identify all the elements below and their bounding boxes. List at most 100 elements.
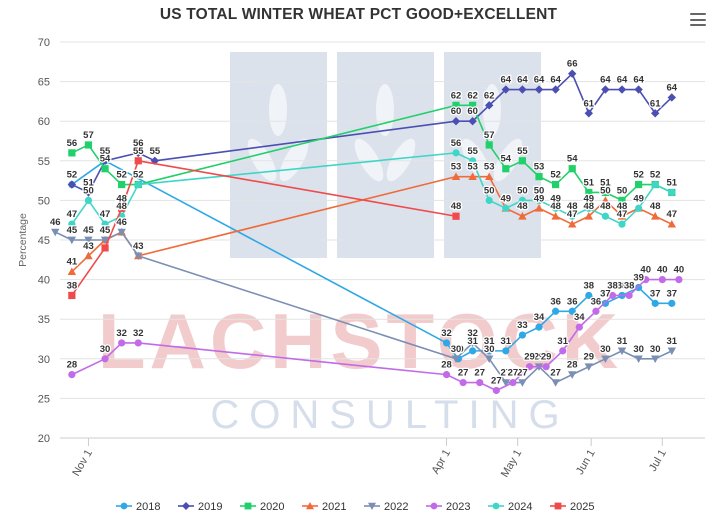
legend-item-2023[interactable]: 2023 bbox=[426, 501, 470, 513]
data-label: 48 bbox=[600, 201, 611, 212]
data-point bbox=[452, 212, 460, 220]
data-label: 37 bbox=[667, 288, 678, 299]
data-label: 48 bbox=[617, 201, 628, 212]
data-label: 47 bbox=[617, 209, 628, 220]
data-label: 52 bbox=[116, 170, 127, 181]
data-point bbox=[651, 180, 659, 189]
data-label: 55 bbox=[133, 146, 144, 157]
data-point bbox=[584, 212, 594, 220]
data-label: 36 bbox=[550, 296, 561, 307]
data-label: 36 bbox=[591, 296, 602, 307]
data-point bbox=[485, 347, 493, 355]
data-label: 43 bbox=[133, 241, 144, 252]
data-label: 38 bbox=[617, 280, 628, 291]
data-label: 52 bbox=[133, 170, 144, 181]
data-label: 38 bbox=[67, 280, 78, 291]
data-point bbox=[668, 299, 676, 307]
legend-item-2020[interactable]: 2020 bbox=[240, 501, 284, 513]
data-label: 60 bbox=[451, 106, 462, 117]
hamburger-menu-icon[interactable] bbox=[690, 13, 706, 27]
series-2018 bbox=[68, 157, 676, 363]
data-point bbox=[667, 219, 677, 228]
data-point bbox=[617, 85, 627, 94]
data-point bbox=[67, 180, 77, 189]
data-label: 34 bbox=[574, 312, 585, 323]
data-point bbox=[134, 339, 142, 347]
data-point bbox=[551, 379, 560, 387]
legend-item-2021[interactable]: 2021 bbox=[302, 501, 346, 513]
data-label: 50 bbox=[83, 185, 94, 196]
y-tick-label: 50 bbox=[38, 195, 50, 207]
data-label: 46 bbox=[116, 217, 127, 228]
data-label: 46 bbox=[116, 217, 127, 228]
data-label: 30 bbox=[484, 344, 495, 355]
data-label: 45 bbox=[67, 225, 78, 236]
data-point bbox=[118, 339, 126, 347]
data-point bbox=[485, 172, 494, 180]
data-label: 40 bbox=[674, 265, 685, 276]
data-point bbox=[459, 378, 467, 387]
data-point bbox=[608, 291, 617, 300]
x-tick-label: Nov 1 bbox=[70, 448, 95, 479]
data-point bbox=[585, 291, 593, 300]
data-label: 27 bbox=[501, 368, 512, 379]
data-point bbox=[518, 379, 527, 387]
data-point bbox=[518, 331, 527, 339]
data-point bbox=[535, 196, 543, 204]
legend-item-2024[interactable]: 2024 bbox=[488, 501, 532, 513]
legend-marker bbox=[244, 502, 252, 510]
y-tick-label: 60 bbox=[38, 116, 50, 128]
data-point bbox=[568, 307, 576, 315]
watermark-line1: LACHSTOCK bbox=[98, 297, 622, 385]
data-label: 28 bbox=[567, 360, 578, 371]
legend-marker bbox=[182, 502, 190, 510]
data-label: 50 bbox=[484, 185, 495, 196]
data-point bbox=[635, 180, 643, 189]
x-tick-label: May 1 bbox=[499, 448, 524, 480]
series-2023 bbox=[68, 276, 683, 395]
data-point bbox=[451, 117, 461, 126]
data-label: 39 bbox=[633, 273, 644, 284]
data-point bbox=[534, 85, 544, 94]
data-point bbox=[601, 355, 610, 363]
data-label: 33 bbox=[517, 320, 528, 331]
data-label: 31 bbox=[501, 336, 512, 347]
legend-label: 2020 bbox=[260, 501, 284, 513]
data-point bbox=[101, 244, 109, 252]
data-point bbox=[84, 196, 93, 204]
data-point bbox=[658, 276, 666, 284]
legend-item-2022[interactable]: 2022 bbox=[364, 501, 408, 513]
data-label: 64 bbox=[667, 82, 678, 93]
data-point bbox=[634, 85, 643, 94]
legend-item-2025[interactable]: 2025 bbox=[550, 501, 594, 513]
data-point bbox=[601, 212, 610, 220]
data-label: 34 bbox=[534, 312, 545, 323]
data-label: 52 bbox=[133, 170, 144, 181]
legend-marker bbox=[306, 502, 314, 510]
data-point bbox=[568, 212, 576, 220]
data-point bbox=[552, 307, 560, 315]
data-point bbox=[134, 252, 143, 261]
data-label: 61 bbox=[584, 98, 595, 109]
data-point bbox=[502, 165, 510, 173]
data-point bbox=[651, 355, 660, 363]
data-point bbox=[67, 267, 77, 276]
y-tick-label: 35 bbox=[38, 314, 50, 326]
legend-item-2019[interactable]: 2019 bbox=[178, 501, 222, 513]
data-label: 55 bbox=[517, 146, 528, 157]
data-point bbox=[592, 307, 600, 315]
data-point bbox=[509, 378, 517, 387]
data-point bbox=[51, 228, 60, 237]
legend-label: 2025 bbox=[570, 501, 594, 513]
data-label: 54 bbox=[100, 154, 111, 165]
data-label: 64 bbox=[517, 75, 528, 86]
data-label: 51 bbox=[584, 177, 595, 188]
data-label: 50 bbox=[617, 185, 628, 196]
data-point bbox=[642, 276, 650, 284]
data-label: 45 bbox=[100, 225, 111, 236]
data-label: 64 bbox=[501, 75, 512, 86]
data-point bbox=[134, 148, 143, 158]
data-point bbox=[67, 236, 77, 245]
legend-item-2018[interactable]: 2018 bbox=[116, 501, 160, 513]
